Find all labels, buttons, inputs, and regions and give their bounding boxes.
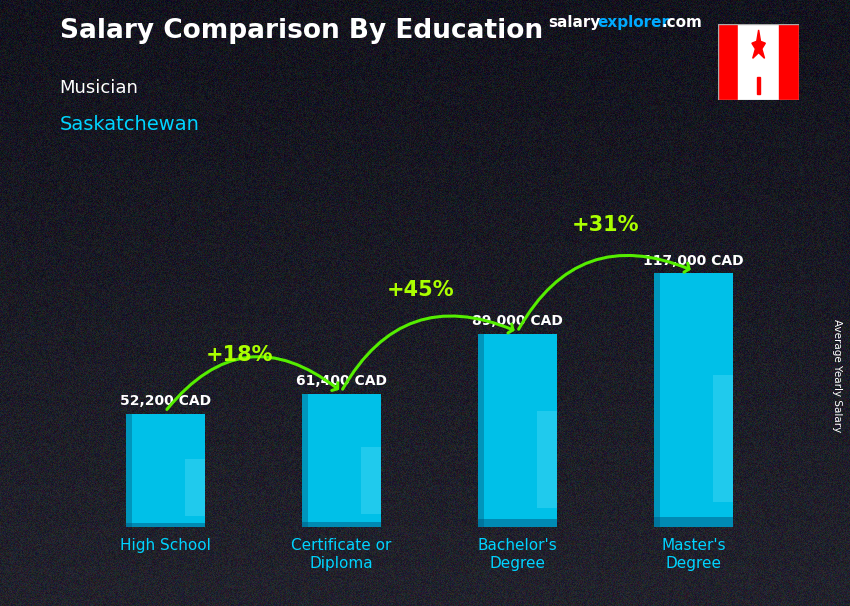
Text: explorer: explorer: [598, 15, 670, 30]
Bar: [361, 447, 381, 514]
Text: 61,400 CAD: 61,400 CAD: [296, 375, 387, 388]
Bar: [302, 522, 381, 527]
Bar: [654, 517, 733, 527]
Text: salary: salary: [548, 15, 601, 30]
Bar: [654, 273, 660, 527]
Text: +18%: +18%: [206, 345, 273, 365]
Bar: [654, 273, 733, 527]
Text: 117,000 CAD: 117,000 CAD: [643, 253, 744, 267]
Bar: [185, 459, 205, 516]
Text: Average Yearly Salary: Average Yearly Salary: [832, 319, 842, 432]
Bar: [779, 24, 799, 100]
Bar: [478, 334, 484, 527]
Bar: [126, 414, 205, 527]
Bar: [478, 519, 557, 527]
Text: .com: .com: [661, 15, 702, 30]
Bar: [302, 394, 381, 527]
Bar: [478, 334, 557, 527]
Text: 52,200 CAD: 52,200 CAD: [120, 395, 211, 408]
Bar: [302, 394, 308, 527]
Bar: [739, 24, 779, 100]
Text: +45%: +45%: [387, 281, 454, 301]
Bar: [126, 523, 205, 527]
Text: 89,000 CAD: 89,000 CAD: [472, 315, 563, 328]
Text: Musician: Musician: [60, 79, 139, 97]
Text: Salary Comparison By Education: Salary Comparison By Education: [60, 18, 542, 44]
Bar: [718, 24, 739, 100]
Polygon shape: [752, 30, 765, 58]
Text: +31%: +31%: [571, 215, 639, 235]
Bar: [126, 414, 132, 527]
Text: Saskatchewan: Saskatchewan: [60, 115, 200, 134]
Bar: [713, 375, 733, 502]
Bar: [757, 77, 760, 95]
Bar: [537, 411, 557, 508]
